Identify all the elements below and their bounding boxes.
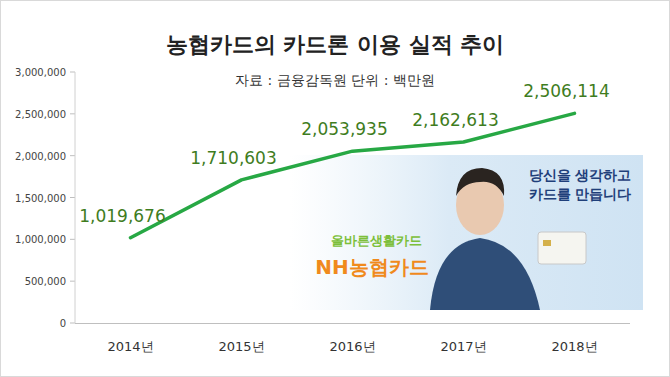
x-tick-label: 2014년: [107, 339, 153, 354]
ad-body: [430, 238, 540, 310]
y-tick-label: 500,000: [25, 276, 66, 287]
x-tick-label: 2017년: [440, 339, 486, 354]
ad-card: [538, 232, 586, 264]
y-tick-label: 0: [60, 318, 66, 329]
series-line: [131, 113, 575, 237]
y-tick: [70, 197, 75, 198]
data-label: 1,710,603: [190, 148, 277, 168]
data-label: 2,162,613: [412, 110, 499, 130]
x-axis-line: [75, 323, 630, 324]
data-labels: 1,019,676 1,710,603 2,053,935 2,162,613 2,50…: [79, 81, 610, 225]
y-tick-label: 2,500,000: [15, 109, 66, 120]
frame: [1, 1, 670, 377]
y-tick-label: 1,000,000: [15, 234, 66, 245]
y-tick: [70, 239, 75, 240]
data-label: 2,506,114: [523, 81, 610, 101]
y-tick: [70, 323, 75, 324]
chart-svg: 농협카드의 카드론 이용 실적 추이자료 : 금융감독원 단위 : 백만원 0 50…: [0, 0, 670, 377]
y-tick: [70, 281, 75, 282]
data-label: 2,053,935: [301, 119, 388, 139]
x-tick-label: 2015년: [218, 339, 264, 354]
ad-slogan: 당신을 생각하고: [529, 167, 632, 183]
x-axis: 2014년 2015년 2016년 2017년 2018년: [107, 339, 597, 354]
y-tick-label: 2,000,000: [15, 151, 66, 162]
ad-card-chip: [543, 240, 551, 246]
y-tick-label: 3,000,000: [15, 67, 66, 78]
ad-brand-sub: 올바른생활카드: [331, 233, 422, 248]
ad-brand: NH농협카드: [315, 255, 428, 279]
chart-root: 농협카드의 카드론 이용 실적 추이자료 : 금융감독원 단위 : 백만원 0 50…: [0, 0, 670, 377]
data-label: 1,019,676: [79, 206, 166, 226]
title: 농협카드의 카드론 이용 실적 추이: [166, 32, 505, 57]
y-tick-label: 1,500,000: [15, 193, 66, 204]
y-tick: [70, 113, 75, 114]
data-group: [131, 113, 575, 237]
inset-ad: 당신을 생각하고카드를 만듭니다올바른생활카드 NH농협카드: [290, 155, 643, 310]
ad-slogan: 카드를 만듭니다: [529, 186, 632, 202]
x-tick-label: 2016년: [329, 339, 375, 354]
subtitle: 자료 : 금융감독원 단위 : 백만원: [235, 72, 435, 88]
y-tick: [70, 155, 75, 156]
ad-hair: [456, 168, 504, 196]
x-tick-label: 2018년: [551, 339, 597, 354]
ad-background: [290, 155, 643, 310]
y-tick: [70, 72, 75, 73]
y-axis-line: [75, 72, 76, 323]
